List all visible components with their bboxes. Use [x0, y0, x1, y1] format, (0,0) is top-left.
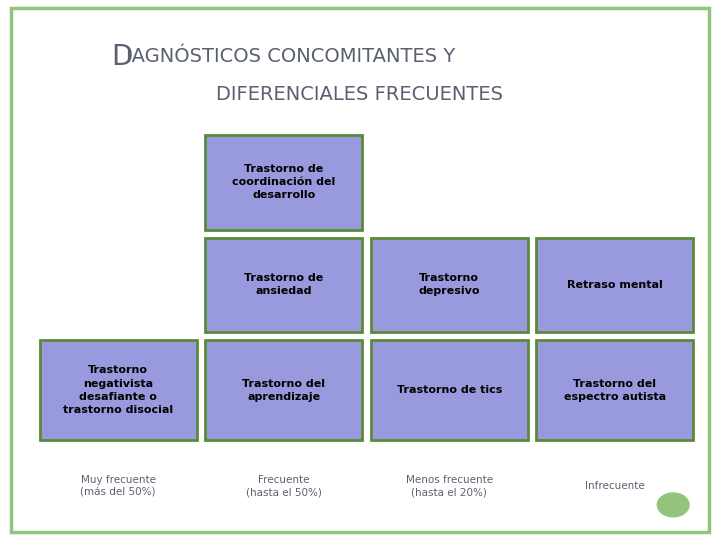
- Text: D: D: [112, 43, 133, 71]
- FancyBboxPatch shape: [371, 238, 528, 332]
- Text: Trastorno del
espectro autista: Trastorno del espectro autista: [564, 379, 666, 402]
- FancyBboxPatch shape: [11, 8, 709, 532]
- FancyBboxPatch shape: [40, 340, 197, 440]
- Text: Muy frecuente
(más del 50%): Muy frecuente (más del 50%): [81, 475, 156, 497]
- Text: Trastorno del
aprendizaje: Trastorno del aprendizaje: [242, 379, 325, 402]
- FancyBboxPatch shape: [536, 340, 693, 440]
- FancyBboxPatch shape: [371, 340, 528, 440]
- Text: Trastorno de
coordinación del
desarrollo: Trastorno de coordinación del desarrollo: [232, 164, 336, 200]
- Text: Trastorno
negativista
desafiante o
trastorno disocial: Trastorno negativista desafiante o trast…: [63, 366, 173, 415]
- FancyBboxPatch shape: [205, 135, 362, 230]
- Circle shape: [657, 493, 689, 517]
- Text: Frecuente
(hasta el 50%): Frecuente (hasta el 50%): [246, 475, 322, 497]
- Text: Infrecuente: Infrecuente: [585, 481, 644, 491]
- Text: Trastorno de
ansiedad: Trastorno de ansiedad: [244, 273, 323, 296]
- FancyBboxPatch shape: [205, 238, 362, 332]
- Text: Trastorno
depresivo: Trastorno depresivo: [418, 273, 480, 296]
- Text: Retraso mental: Retraso mental: [567, 280, 662, 290]
- Text: DIFERENCIALES FRECUENTES: DIFERENCIALES FRECUENTES: [217, 85, 503, 104]
- Text: IAGNÓSTICOS CONCOMITANTES Y: IAGNÓSTICOS CONCOMITANTES Y: [126, 47, 455, 66]
- Text: Menos frecuente
(hasta el 20%): Menos frecuente (hasta el 20%): [405, 475, 493, 497]
- FancyBboxPatch shape: [205, 340, 362, 440]
- FancyBboxPatch shape: [536, 238, 693, 332]
- Text: Trastorno de tics: Trastorno de tics: [397, 385, 502, 395]
